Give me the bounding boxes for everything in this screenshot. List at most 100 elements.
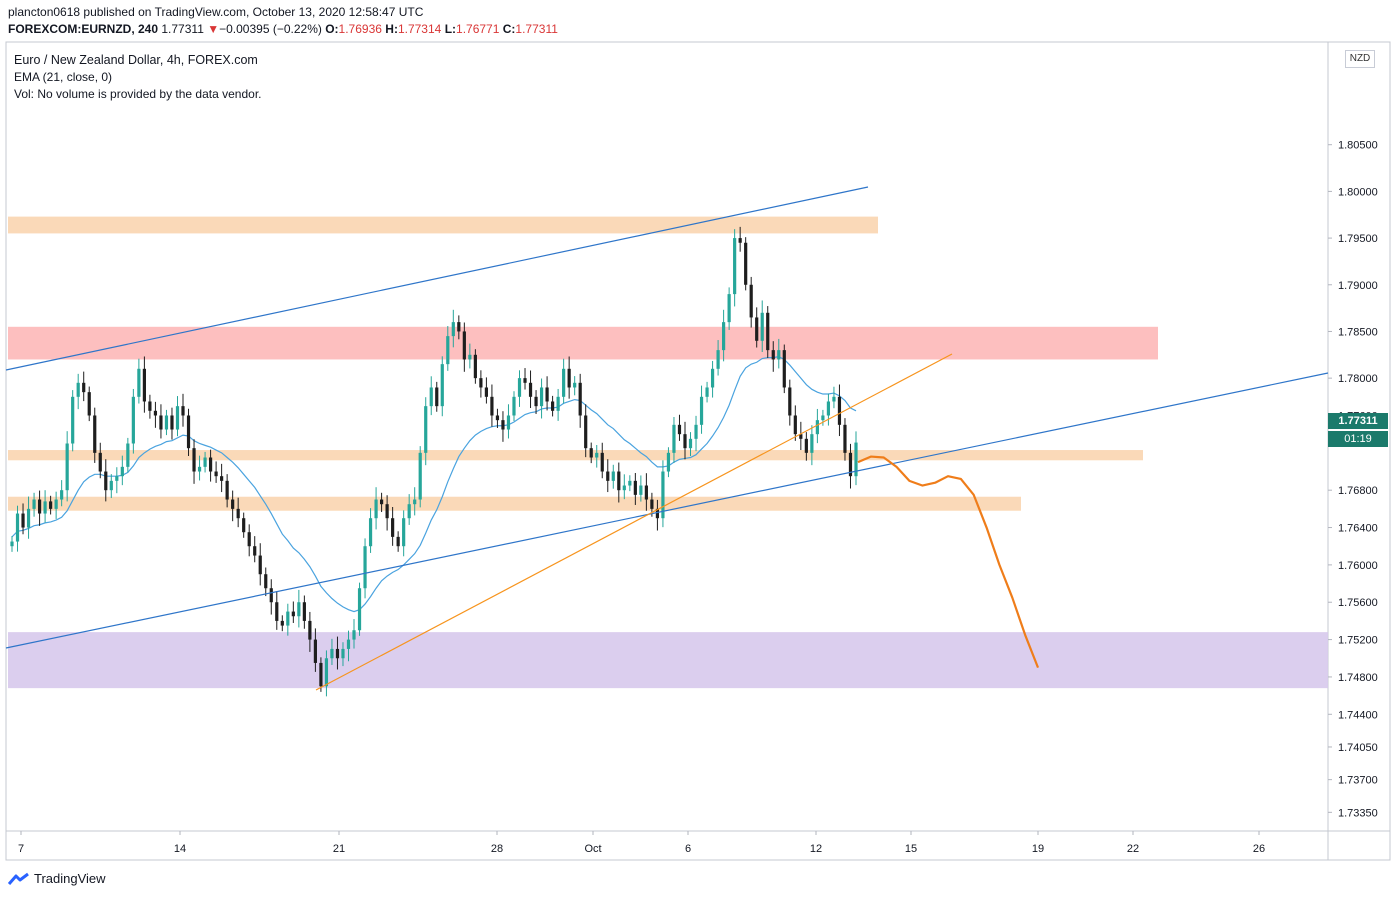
candle-body [170, 415, 174, 430]
candle-body [490, 396, 494, 416]
candle-body [556, 396, 560, 411]
price-tick-label: 1.79000 [1338, 280, 1378, 292]
candle-body [352, 630, 356, 640]
candle-body [793, 415, 797, 435]
candle-body [733, 238, 737, 295]
volume-legend[interactable]: Vol: No volume is provided by the data v… [14, 87, 262, 101]
last-price: 1.77311 [161, 22, 204, 36]
candle-body [109, 480, 113, 491]
candle-body [379, 499, 384, 505]
candle-body [462, 331, 466, 360]
candle-body [137, 368, 141, 397]
publisher-line: plancton0618 published on TradingView.co… [8, 5, 423, 19]
candle-body [153, 410, 158, 416]
candle-body [512, 396, 516, 416]
candle-body [429, 387, 433, 407]
currency-badge[interactable]: NZD [1345, 50, 1375, 68]
candle-body [335, 648, 340, 659]
candle-body [242, 518, 246, 533]
candle-body [131, 396, 135, 444]
candle-body [804, 438, 808, 453]
rising-support-line [315, 353, 953, 691]
candle-body [407, 504, 411, 519]
candle-body [446, 336, 450, 365]
candle-body [810, 434, 814, 453]
low-label: L: [444, 22, 457, 36]
candle-body [722, 322, 726, 351]
down-arrow-icon: ▼ [207, 22, 220, 36]
candle-body [545, 387, 549, 402]
price-tick-label: 1.79500 [1338, 233, 1378, 245]
forecast-path [857, 455, 1040, 669]
candle-body [495, 415, 500, 421]
price-change: −0.00395 (−0.22%) [219, 22, 322, 36]
candle-body [208, 457, 213, 472]
price-tick-label: 1.76800 [1338, 485, 1378, 497]
footer-brand-text: TradingView [34, 871, 106, 886]
candle-body [363, 546, 367, 589]
open-value: 1.76936 [338, 22, 382, 36]
candle-body [744, 242, 748, 285]
candle-body [644, 485, 648, 500]
price-axis[interactable]: 1.73350 1.73700 1.74050 1.74400 1.74800 1.752… [1328, 140, 1378, 820]
candle-body [148, 401, 152, 411]
candle-body [258, 555, 262, 575]
candle-body [220, 476, 224, 481]
candle-body [589, 448, 593, 458]
time-tick-label: 6 [685, 843, 691, 855]
time-tick-label: 28 [491, 843, 503, 855]
candle-body [854, 442, 858, 477]
ema-legend[interactable]: EMA (21, close, 0) [14, 70, 113, 84]
candle-body [181, 406, 185, 416]
price-tick-label: 1.73700 [1338, 775, 1378, 787]
candle-body [606, 471, 610, 481]
candle-body [771, 350, 775, 360]
candle-body [203, 457, 207, 467]
candle-body [126, 443, 130, 467]
candle-body [832, 396, 836, 402]
footer-brand[interactable]: TradingView [8, 871, 106, 886]
upper-trendline [5, 186, 869, 371]
price-tick-label: 1.74050 [1338, 742, 1378, 754]
candle-body [98, 452, 102, 472]
ema-layer [11, 356, 857, 613]
symbol-label[interactable]: FOREXCOM:EURNZD, 240 [8, 22, 159, 36]
candle-body [93, 415, 97, 453]
candle-body [71, 396, 75, 444]
zone-red [8, 326, 1158, 360]
candle-body [330, 648, 334, 659]
candle-body [120, 466, 124, 477]
candle-body [214, 471, 218, 477]
candle-body [766, 312, 770, 351]
time-axis[interactable]: 7 14 21 28 Oct 6 12 15 19 22 26 [18, 831, 1265, 855]
zones-layer [8, 216, 1328, 689]
candle-body [688, 438, 693, 449]
candle-body [562, 368, 566, 397]
candle-body [391, 518, 395, 537]
time-tick-label: 15 [905, 843, 917, 855]
publisher-text: plancton0618 published on TradingView.co… [8, 5, 424, 19]
candle-body [357, 588, 362, 631]
candle-body [396, 536, 400, 547]
candle-body [468, 354, 472, 360]
countdown-label: 01:19 [1328, 431, 1388, 447]
candle-body [517, 378, 522, 397]
candle-body [755, 317, 759, 341]
lower-trendline [5, 372, 1329, 649]
candle-body [826, 401, 831, 416]
candle-body [843, 424, 847, 453]
candle-body [479, 378, 483, 388]
current-price-label: 1.77311 [1328, 413, 1388, 429]
time-tick-label: 21 [333, 843, 345, 855]
candle-body [699, 396, 704, 425]
candle-body [37, 499, 42, 514]
candle-body [60, 490, 64, 500]
candle-body [661, 471, 665, 519]
candle-body [716, 350, 720, 369]
candle-body [584, 415, 588, 449]
candle-body [197, 466, 202, 472]
candle-body [650, 499, 654, 509]
candle-body [159, 415, 163, 430]
candle-body [280, 620, 284, 626]
